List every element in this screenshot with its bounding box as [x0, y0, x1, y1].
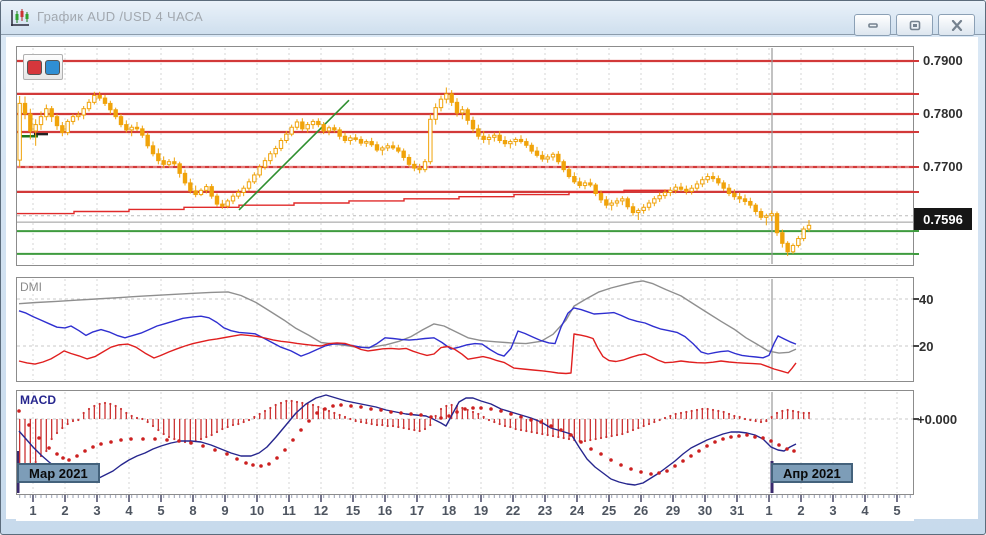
- time-axis-day-label: 10: [249, 503, 265, 518]
- time-axis-day-label: 5: [157, 503, 165, 518]
- candlestick-chart-icon: [11, 9, 29, 26]
- time-axis-day-label: 3: [829, 503, 837, 518]
- minimize-button[interactable]: [854, 14, 891, 36]
- maximize-button[interactable]: [896, 14, 933, 36]
- chart-toolbar: [23, 54, 63, 80]
- macd-zero-tick: +0.000: [917, 412, 958, 427]
- month-marker-march-label: Мар 2021: [29, 465, 88, 481]
- sell-marker-button[interactable]: [26, 59, 42, 75]
- time-axis-day-label: 12: [313, 503, 329, 518]
- axis-tick: [913, 166, 919, 168]
- axis-tick: [913, 418, 919, 420]
- price-axis-label: 0.7800: [923, 106, 963, 121]
- close-icon: [951, 19, 962, 31]
- time-axis-day-label: 25: [601, 503, 617, 518]
- time-axis-day-label: 2: [797, 503, 805, 518]
- close-button[interactable]: [938, 14, 975, 36]
- time-axis-day-label: 5: [893, 503, 901, 518]
- axis-tick: [913, 345, 919, 347]
- time-axis-day-label: 24: [569, 503, 585, 518]
- dmi-label: DMI: [20, 280, 42, 294]
- time-axis-day-label: 1: [765, 503, 773, 518]
- axis-tick: [913, 298, 919, 300]
- month-marker-march: Мар 2021: [17, 463, 100, 483]
- time-axis-day-label: 23: [537, 503, 553, 518]
- dmi-tick-20: 20: [919, 339, 934, 354]
- time-axis-day-label: 31: [729, 503, 745, 518]
- axis-tick: [913, 113, 919, 115]
- dmi-tick-40: 40: [919, 292, 934, 307]
- time-axis-day-label: 9: [221, 503, 229, 518]
- time-axis-day-label: 22: [505, 503, 521, 518]
- minimize-icon: [867, 23, 878, 28]
- month-marker-april: Апр 2021: [771, 463, 853, 483]
- time-axis-day-label: 11: [282, 503, 296, 518]
- window-title: График AUD /USD 4 ЧАСА: [37, 9, 204, 24]
- time-axis-day-label: 16: [377, 503, 393, 518]
- title-bar[interactable]: График AUD /USD 4 ЧАСА: [1, 1, 985, 36]
- axis-tick: [913, 252, 919, 255]
- time-axis-day-label: 4: [861, 503, 869, 518]
- time-axis-day-label: 26: [633, 503, 649, 518]
- time-axis-day-label: 15: [345, 503, 361, 518]
- current-price-badge: 0.7596: [914, 208, 972, 230]
- macd-panel[interactable]: [16, 390, 914, 495]
- time-axis[interactable]: 1 2 3 4 5 8 9 10 11 12 15 16 17 18 19 22 23 24 25 26 29 30 31 1…: [16, 495, 914, 521]
- time-axis-day-label: 3: [93, 503, 101, 518]
- price-axis-label: 0.7900: [923, 53, 963, 68]
- maximize-icon: [909, 20, 920, 30]
- time-axis-day-label: 1: [29, 503, 37, 518]
- axis-tick: [913, 230, 919, 233]
- time-axis-day-label: 19: [473, 503, 489, 518]
- macd-label: MACD: [20, 393, 56, 407]
- month-marker-april-label: Апр 2021: [783, 465, 841, 481]
- axis-tick: [913, 92, 919, 95]
- dmi-panel[interactable]: [16, 277, 914, 382]
- price-chart-panel[interactable]: [16, 46, 914, 266]
- time-axis-day-label: 17: [409, 503, 425, 518]
- time-axis-day-label: 2: [61, 503, 69, 518]
- time-axis-day-label: 8: [189, 503, 197, 518]
- axis-tick: [913, 131, 919, 134]
- time-axis-day-label: 4: [125, 503, 133, 518]
- time-axis-day-label: 18: [441, 503, 457, 518]
- time-axis-day-label: 29: [665, 503, 681, 518]
- buy-marker-button[interactable]: [44, 59, 60, 75]
- time-axis-day-label: 30: [697, 503, 713, 518]
- axis-tick: [913, 190, 919, 193]
- price-axis-label: 0.7700: [923, 159, 963, 174]
- axis-tick: [913, 60, 919, 62]
